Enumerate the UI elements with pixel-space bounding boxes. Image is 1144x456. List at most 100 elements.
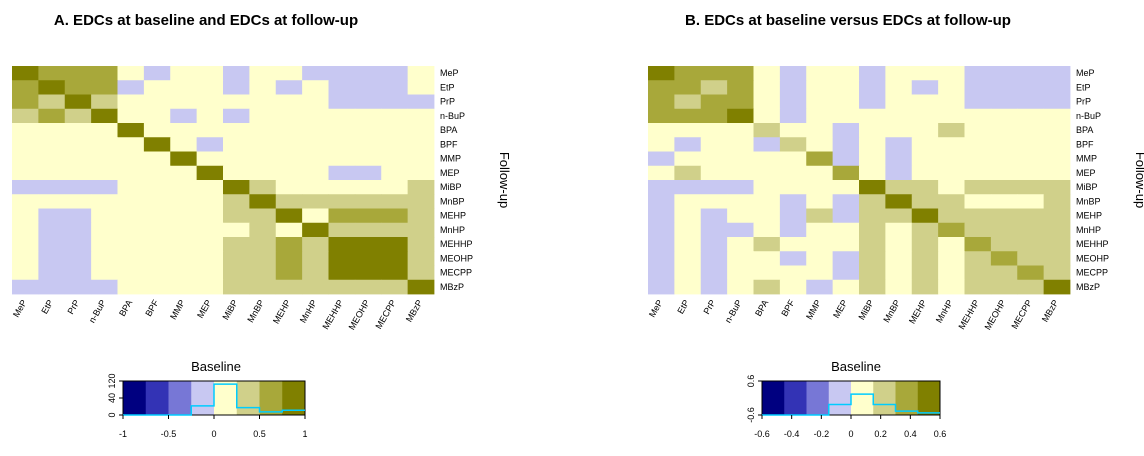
- heatmap-cell-PrP-MEHP: [911, 94, 939, 110]
- heatmap-cell-EtP-MECPP: [1017, 80, 1045, 95]
- column-label: BPA: [753, 298, 770, 318]
- color-key-hist-tick-label: 120: [107, 373, 117, 388]
- heatmap-cell-MeP-MEP: [196, 66, 224, 81]
- heatmap-cell-MMP-MnHP: [938, 151, 965, 167]
- heatmap-cell-MEP-n-BuP: [727, 165, 754, 181]
- heatmap-cell-MECPP-MnBP: [885, 265, 913, 281]
- heatmap-cell-MEP-MeP: [648, 165, 675, 181]
- heatmap-cell-MEP-BPF: [779, 165, 807, 181]
- heatmap-cell-n-BuP-MECPP: [1017, 108, 1045, 124]
- heatmap-cell-MeP-EtP: [38, 66, 66, 81]
- heatmap-cell-MiBP-BPA: [117, 180, 145, 195]
- heatmap-cell-MnBP-BPA: [117, 194, 145, 209]
- heatmap-cell-MnHP-BPF: [143, 222, 171, 238]
- panel-a-row-labels: MeP EtP PrP n-BuP BPA BPF MMP MEP MiBP MnBP MEHP Mn…: [440, 68, 473, 292]
- heatmap-cell-MECPP-BPA: [117, 265, 145, 281]
- heatmap-cell-MiBP-MECPP: [1017, 180, 1045, 195]
- column-label: MMP: [804, 298, 823, 321]
- heatmap-cell-MnBP-BPA: [753, 194, 781, 209]
- heatmap-cell-MEOHP-MMP: [806, 251, 834, 266]
- heatmap-cell-PrP-PrP: [64, 94, 92, 110]
- heatmap-cell-BPF-MnBP: [885, 137, 913, 152]
- heatmap-cell-MBzP-MBzP: [407, 279, 435, 295]
- heatmap-cell-MnBP-MEHHP: [964, 194, 992, 209]
- heatmap-cell-n-BuP-BPA: [753, 108, 781, 124]
- heatmap-cell-MEP-PrP: [64, 165, 92, 181]
- heatmap-cell-MECPP-MEHP: [275, 265, 303, 281]
- heatmap-cell-MEP-PrP: [700, 165, 728, 181]
- heatmap-cell-BPF-MBzP: [407, 137, 435, 152]
- heatmap-cell-MnBP-MEOHP: [990, 194, 1018, 209]
- heatmap-cell-MMP-n-BuP: [91, 151, 118, 167]
- heatmap-cell-BPA-MEHP: [275, 123, 303, 138]
- heatmap-cell-MnHP-MEHHP: [328, 222, 356, 238]
- heatmap-cell-MeP-MiBP: [223, 66, 250, 81]
- heatmap-cell-MEHP-PrP: [700, 208, 728, 224]
- heatmap-cell-BPF-MBzP: [1043, 137, 1071, 152]
- heatmap-cell-MEP-MnBP: [249, 165, 277, 181]
- heatmap-cell-MEHP-PrP: [64, 208, 92, 224]
- heatmap-cell-PrP-BPA: [117, 94, 145, 110]
- panel-a-color-key: -1 -0.5 0 0.5 1 0 40 120: [107, 373, 308, 439]
- heatmap-cell-n-BuP-PrP: [700, 108, 728, 124]
- heatmap-cell-PrP-MEHHP: [964, 94, 992, 110]
- color-key-swatch: [145, 381, 169, 415]
- heatmap-cell-n-BuP-MnBP: [249, 108, 277, 124]
- panel-b-cells: [648, 66, 1071, 295]
- heatmap-cell-PrP-BPA: [753, 94, 781, 110]
- heatmap-cell-MBzP-MEHHP: [964, 279, 992, 295]
- heatmap-cell-MeP-PrP: [64, 66, 92, 81]
- heatmap-cell-MECPP-MeP: [648, 265, 675, 281]
- heatmap-cell-PrP-MnBP: [249, 94, 277, 110]
- heatmap-cell-MnBP-MECPP: [1017, 194, 1045, 209]
- heatmap-cell-MEOHP-MECPP: [381, 251, 409, 266]
- color-key-swatch: [806, 381, 830, 415]
- heatmap-cell-MBzP-MEHP: [275, 279, 303, 295]
- heatmap-cell-EtP-BPF: [779, 80, 807, 95]
- heatmap-cell-MMP-MiBP: [223, 151, 250, 167]
- heatmap-cell-MEHP-EtP: [674, 208, 702, 224]
- heatmap-cell-MBzP-BPF: [779, 279, 807, 295]
- heatmap-cell-BPA-EtP: [674, 123, 702, 138]
- heatmap-cell-MEHP-MEHHP: [964, 208, 992, 224]
- heatmap-cell-MEOHP-BPF: [779, 251, 807, 266]
- heatmap-cell-MECPP-MMP: [170, 265, 198, 281]
- color-key-swatch: [851, 381, 874, 415]
- heatmap-cell-BPA-PrP: [700, 123, 728, 138]
- heatmap-cell-BPF-MEHP: [275, 137, 303, 152]
- heatmap-cell-MEP-MEHP: [911, 165, 939, 181]
- panel-a-y-axis-label: Follow-up: [497, 152, 512, 208]
- heatmap-cell-MEHHP-MECPP: [381, 237, 409, 252]
- heatmap-cell-EtP-MnBP: [249, 80, 277, 95]
- heatmap-cell-BPF-MeP: [12, 137, 39, 152]
- panel-a-x-axis-label: Baseline: [191, 359, 241, 374]
- heatmap-cell-PrP-MnBP: [885, 94, 913, 110]
- heatmap-cell-MECPP-n-BuP: [727, 265, 754, 281]
- heatmap-cell-BPF-MEOHP: [990, 137, 1018, 152]
- heatmap-cell-MEHP-MnHP: [938, 208, 965, 224]
- row-label: MiBP: [1076, 182, 1098, 192]
- heatmap-cell-BPF-EtP: [38, 137, 66, 152]
- heatmap-cell-MiBP-BPF: [143, 180, 171, 195]
- heatmap-cell-n-BuP-BPF: [143, 108, 171, 124]
- heatmap-cell-MEHHP-MeP: [648, 237, 675, 252]
- heatmap-cell-MECPP-BPF: [143, 265, 171, 281]
- heatmap-cell-MnBP-MnHP: [302, 194, 329, 209]
- heatmap-cell-n-BuP-MnBP: [885, 108, 913, 124]
- heatmap-cell-MBzP-MEHHP: [328, 279, 356, 295]
- heatmap-cell-MEHHP-MnHP: [938, 237, 965, 252]
- color-key-tick-label: -0.6: [754, 429, 770, 439]
- column-label: MiBP: [221, 298, 240, 322]
- heatmap-cell-MBzP-BPA: [117, 279, 145, 295]
- panel-b: B. EDCs at baseline versus EDCs at follo…: [647, 12, 1144, 439]
- heatmap-cell-n-BuP-MEHP: [275, 108, 303, 124]
- heatmap-cell-MnHP-n-BuP: [727, 222, 754, 238]
- heatmap-cell-MEP-MEOHP: [354, 165, 382, 181]
- heatmap-cell-MEHP-MEP: [832, 208, 860, 224]
- heatmap-cell-n-BuP-MMP: [806, 108, 834, 124]
- heatmap-cell-MEHP-EtP: [38, 208, 66, 224]
- row-label: MEOHP: [440, 253, 473, 263]
- heatmap-cell-PrP-EtP: [674, 94, 702, 110]
- heatmap-cell-EtP-MEHHP: [964, 80, 992, 95]
- heatmap-cell-MECPP-MnHP: [302, 265, 329, 281]
